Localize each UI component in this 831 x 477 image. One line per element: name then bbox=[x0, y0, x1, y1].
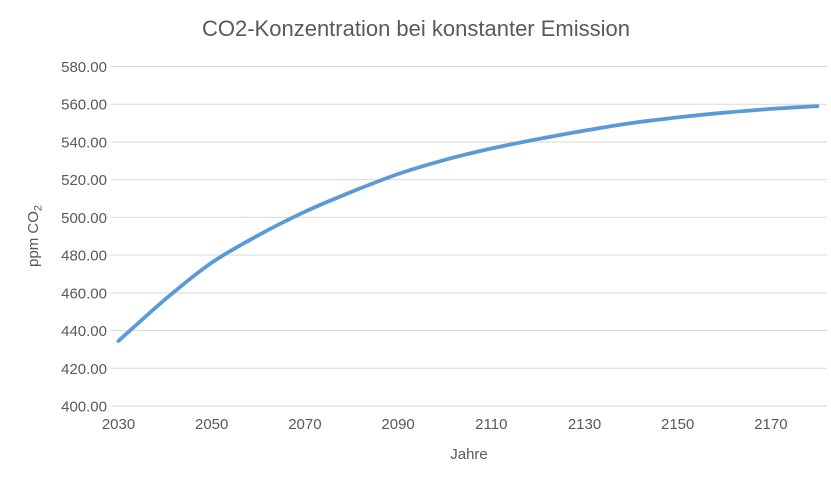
y-tick-label: 460.00 bbox=[61, 285, 107, 302]
x-tick-label: 2150 bbox=[661, 416, 694, 433]
x-tick-label: 2110 bbox=[475, 416, 507, 433]
gridlines bbox=[111, 66, 827, 407]
x-tick-labels: 2030 2050 2070 2090 2110 2130 2150 2170 bbox=[102, 416, 788, 433]
x-tick-label: 2070 bbox=[288, 416, 321, 433]
chart-title: CO2-Konzentration bei konstanter Emissio… bbox=[202, 16, 630, 41]
y-tick-label: 560.00 bbox=[61, 97, 107, 114]
y-tick-labels: 400.00 420.00 440.00 460.00 480.00 500.00 520.… bbox=[61, 59, 107, 415]
y-axis-title: ppm CO2 bbox=[25, 205, 45, 267]
co2-series-line bbox=[116, 104, 820, 343]
x-tick-label: 2090 bbox=[381, 416, 414, 433]
y-tick-label: 540.00 bbox=[61, 134, 107, 151]
x-tick-label: 2050 bbox=[195, 416, 228, 433]
y-tick-label: 420.00 bbox=[61, 361, 107, 378]
y-tick-label: 400.00 bbox=[61, 399, 107, 416]
x-axis-title: Jahre bbox=[450, 446, 488, 463]
x-tick-label: 2170 bbox=[754, 416, 787, 433]
x-tick-label: 2130 bbox=[568, 416, 601, 433]
y-tick-label: 440.00 bbox=[61, 323, 107, 340]
y-tick-label: 480.00 bbox=[61, 248, 107, 265]
x-tick-label: 2030 bbox=[102, 416, 135, 433]
y-tick-label: 500.00 bbox=[61, 210, 107, 227]
y-tick-label: 580.00 bbox=[61, 59, 107, 76]
y-tick-label: 520.00 bbox=[61, 172, 107, 189]
